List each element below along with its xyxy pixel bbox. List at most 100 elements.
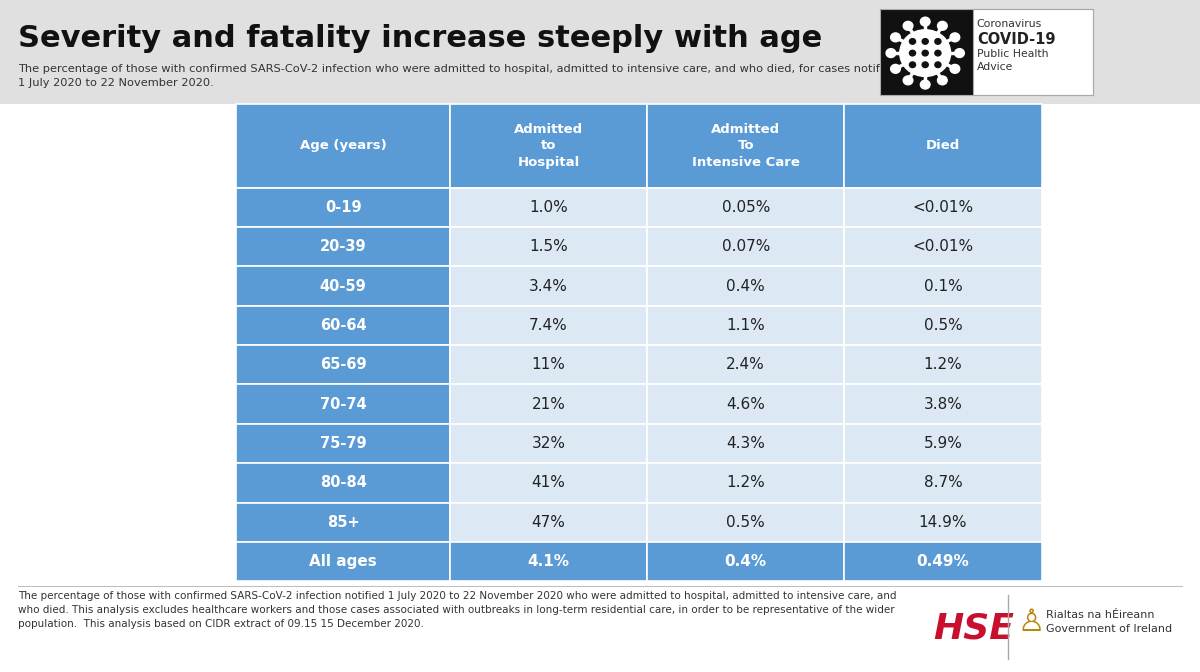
Bar <box>845 306 1042 345</box>
Bar <box>880 9 973 95</box>
Circle shape <box>922 62 929 68</box>
Text: 8.7%: 8.7% <box>924 475 962 491</box>
Text: <0.01%: <0.01% <box>912 239 973 254</box>
Bar <box>236 227 450 266</box>
Text: <0.01%: <0.01% <box>912 200 973 215</box>
Bar <box>973 9 1093 95</box>
Text: Severity and fatality increase steeply with age: Severity and fatality increase steeply w… <box>18 24 822 52</box>
Circle shape <box>890 65 900 73</box>
Text: 75-79: 75-79 <box>319 436 366 451</box>
Text: The percentage of those with confirmed SARS-CoV-2 infection notified 1 July 2020: The percentage of those with confirmed S… <box>18 591 896 630</box>
Bar <box>647 187 845 227</box>
Text: 80-84: 80-84 <box>319 475 366 491</box>
Bar <box>450 542 647 581</box>
Bar <box>450 424 647 463</box>
Bar <box>450 503 647 542</box>
Bar <box>647 306 845 345</box>
Bar <box>236 424 450 463</box>
Text: 41%: 41% <box>532 475 565 491</box>
Bar <box>236 306 450 345</box>
Circle shape <box>910 62 916 68</box>
Bar <box>450 266 647 306</box>
Text: 1.0%: 1.0% <box>529 200 568 215</box>
Text: 4.3%: 4.3% <box>726 436 766 451</box>
Text: 1.2%: 1.2% <box>924 358 962 372</box>
Bar <box>845 104 1042 187</box>
Text: 0-19: 0-19 <box>325 200 361 215</box>
Bar <box>880 9 1093 95</box>
Text: 21%: 21% <box>532 396 565 412</box>
Text: Advice: Advice <box>977 62 1013 73</box>
Bar <box>450 227 647 266</box>
Bar <box>647 503 845 542</box>
Bar <box>845 424 1042 463</box>
Bar <box>450 187 647 227</box>
Text: 5.9%: 5.9% <box>924 436 962 451</box>
Text: 0.05%: 0.05% <box>721 200 770 215</box>
Bar <box>236 463 450 503</box>
Text: All ages: All ages <box>310 554 377 569</box>
Circle shape <box>935 38 941 44</box>
Circle shape <box>904 22 913 30</box>
Text: 3.4%: 3.4% <box>529 279 568 294</box>
Text: 20-39: 20-39 <box>319 239 366 254</box>
Bar <box>0 0 1200 104</box>
Text: 1.5%: 1.5% <box>529 239 568 254</box>
Bar <box>647 227 845 266</box>
Text: 2.4%: 2.4% <box>726 358 766 372</box>
Text: ♙: ♙ <box>1018 608 1045 637</box>
Circle shape <box>950 33 960 42</box>
Bar <box>0 104 1200 672</box>
Bar <box>236 384 450 424</box>
Bar <box>450 463 647 503</box>
Text: 14.9%: 14.9% <box>919 515 967 530</box>
Text: 11%: 11% <box>532 358 565 372</box>
Bar <box>647 424 845 463</box>
Circle shape <box>890 33 900 42</box>
Text: Coronavirus: Coronavirus <box>977 19 1042 29</box>
Bar <box>845 542 1042 581</box>
Circle shape <box>937 76 947 85</box>
Text: Rialtas na hÉireann
Government of Ireland: Rialtas na hÉireann Government of Irelan… <box>1046 610 1172 634</box>
Text: 0.1%: 0.1% <box>924 279 962 294</box>
Text: 0.4%: 0.4% <box>725 554 767 569</box>
Circle shape <box>937 22 947 30</box>
Circle shape <box>950 65 960 73</box>
Bar <box>647 542 845 581</box>
Text: 4.6%: 4.6% <box>726 396 766 412</box>
Text: 1.2%: 1.2% <box>726 475 766 491</box>
Bar <box>647 345 845 384</box>
Text: 40-59: 40-59 <box>319 279 366 294</box>
Text: Public Health: Public Health <box>977 49 1049 59</box>
Bar <box>450 345 647 384</box>
Text: 85+: 85+ <box>326 515 360 530</box>
Text: Admitted
To
Intensive Care: Admitted To Intensive Care <box>691 123 799 169</box>
Text: HSE: HSE <box>934 612 1014 646</box>
Bar <box>647 463 845 503</box>
Text: Age (years): Age (years) <box>300 139 386 153</box>
Circle shape <box>910 50 916 56</box>
Circle shape <box>910 38 916 44</box>
Circle shape <box>886 48 895 58</box>
Text: 3.8%: 3.8% <box>924 396 962 412</box>
Bar <box>236 187 450 227</box>
Text: 32%: 32% <box>532 436 565 451</box>
Text: 0.5%: 0.5% <box>924 318 962 333</box>
Text: 0.5%: 0.5% <box>726 515 766 530</box>
Circle shape <box>955 48 965 58</box>
Bar <box>845 503 1042 542</box>
Bar <box>236 345 450 384</box>
Bar <box>845 266 1042 306</box>
Circle shape <box>920 17 930 26</box>
Text: 0.4%: 0.4% <box>726 279 766 294</box>
Bar <box>236 104 450 187</box>
Bar <box>845 384 1042 424</box>
Circle shape <box>900 30 950 77</box>
Text: 0.49%: 0.49% <box>917 554 970 569</box>
Text: COVID-19: COVID-19 <box>977 32 1055 47</box>
Bar <box>845 463 1042 503</box>
Text: 0.07%: 0.07% <box>721 239 770 254</box>
Text: 70-74: 70-74 <box>319 396 366 412</box>
Text: 47%: 47% <box>532 515 565 530</box>
Bar <box>845 187 1042 227</box>
